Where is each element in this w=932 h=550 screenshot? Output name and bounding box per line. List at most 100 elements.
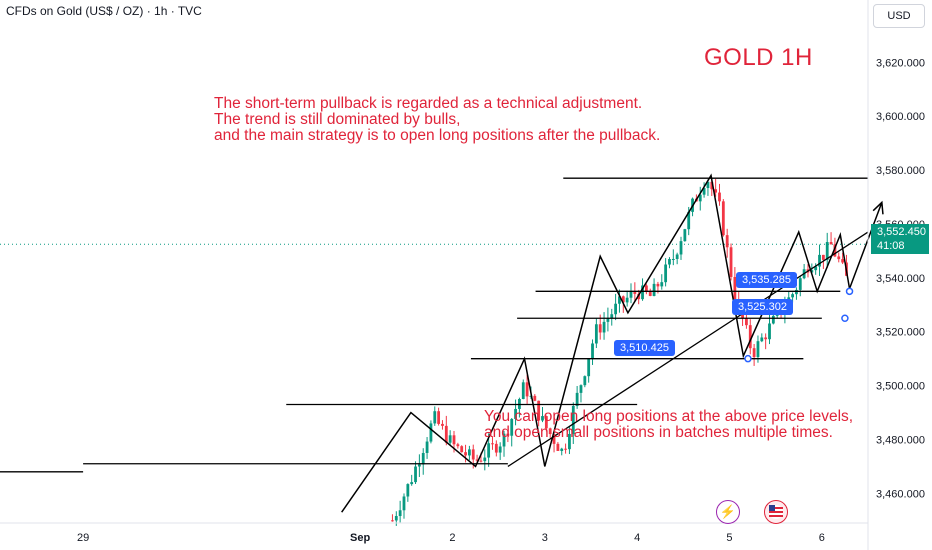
candle-body: [544, 416, 548, 429]
candle-body: [425, 441, 429, 453]
us-flag-icon[interactable]: [764, 500, 788, 524]
candle-body: [398, 510, 402, 517]
candle-body: [745, 318, 748, 326]
candle-body: [660, 282, 664, 287]
candle-body: [764, 337, 768, 340]
candle-body: [679, 241, 683, 255]
candle-body: [471, 449, 475, 460]
candle-body: [594, 324, 598, 344]
candle-body: [798, 278, 802, 290]
symbol-title: CFDs on Gold (US$ / OZ) · 1h · TVC: [6, 4, 202, 18]
projection-arrow: [848, 202, 883, 289]
candle-body: [710, 181, 714, 190]
candle-body: [648, 292, 652, 296]
candle-body: [698, 194, 702, 202]
note-bottom-line: and open small positions in batches mult…: [484, 424, 833, 441]
x-tick-label: 2: [449, 532, 455, 544]
candle-body: [625, 297, 629, 303]
candle-body: [641, 285, 644, 300]
candle-body: [448, 435, 452, 443]
candle-body: [487, 443, 491, 458]
candle-body: [721, 201, 725, 236]
candle-body: [514, 408, 517, 419]
candle-body: [587, 359, 591, 377]
price-tag-3510[interactable]: 3,510.425: [614, 340, 675, 356]
candle-body: [821, 254, 825, 260]
y-tick-label: 3,480.000: [876, 434, 925, 446]
candle-body: [571, 405, 575, 434]
candle-body: [771, 315, 775, 324]
candle-body: [671, 258, 675, 260]
candle-body: [768, 323, 771, 340]
candle-body: [575, 392, 579, 406]
anchor-dot: [744, 354, 752, 363]
candle-body: [467, 449, 471, 456]
candle-body: [618, 296, 621, 304]
candle-body: [633, 291, 637, 294]
candle-body: [479, 460, 483, 462]
candle-body: [583, 376, 587, 386]
wave-path: [341, 173, 851, 513]
candle-body: [533, 395, 537, 401]
candle-body: [548, 428, 552, 435]
candle-body: [460, 446, 464, 453]
candle-body: [610, 314, 614, 319]
candle-body: [837, 256, 841, 260]
candle-body: [502, 433, 506, 447]
candle-body: [733, 276, 737, 300]
note-top-line: The trend is still dominated by bulls,: [214, 111, 461, 128]
candle-body: [652, 283, 656, 296]
candle-body: [491, 443, 494, 445]
candle-body: [668, 259, 671, 265]
candle-body: [579, 385, 583, 393]
candle-body: [556, 443, 560, 451]
candle-body: [833, 244, 837, 257]
x-tick-label: 6: [819, 532, 825, 544]
candle-body: [629, 291, 633, 298]
lightning-icon[interactable]: ⚡: [716, 500, 740, 524]
candle-body: [560, 448, 564, 451]
candle-body: [494, 443, 498, 453]
y-tick-label: 3,460.000: [876, 488, 925, 500]
candle-body: [475, 459, 479, 461]
candle-body: [706, 181, 710, 189]
note-top-line: The short-term pullback is regarded as a…: [214, 95, 643, 112]
price-tag-3525[interactable]: 3,525.302: [732, 299, 793, 315]
candle-body: [564, 448, 567, 450]
candle-body: [760, 337, 764, 342]
price-tag-3535[interactable]: 3,535.285: [736, 272, 797, 288]
candle-body: [602, 321, 606, 333]
candle-body: [829, 242, 833, 245]
candle-body: [525, 382, 529, 397]
candle-body: [591, 343, 594, 360]
candle-body: [452, 435, 456, 445]
candle-body: [598, 324, 602, 333]
y-tick-label: 3,620.000: [876, 57, 925, 69]
candle-body: [417, 464, 421, 467]
candle-body: [656, 283, 660, 287]
note-top: The short-term pullback is regarded as a…: [214, 96, 660, 144]
candle-body: [683, 229, 687, 242]
x-tick-label: 29: [77, 532, 89, 544]
chart-label-gold-1h: GOLD 1H: [704, 44, 813, 71]
candle-body: [510, 418, 514, 436]
candle-body: [818, 254, 821, 267]
candle-body: [394, 516, 398, 521]
y-tick-label: 3,600.000: [876, 111, 925, 123]
candle-body: [441, 423, 444, 426]
candle-body: [464, 452, 467, 456]
candle-body: [729, 247, 733, 277]
candle-body: [702, 188, 706, 195]
note-top-line: and the main strategy is to open long po…: [214, 127, 661, 144]
y-tick-label: 3,500.000: [876, 381, 925, 393]
candle-body: [718, 192, 721, 202]
candle-body: [541, 416, 544, 421]
candle-body: [675, 254, 679, 259]
currency-selector[interactable]: USD: [873, 4, 925, 28]
candle-body: [687, 211, 691, 230]
candle-body: [748, 325, 752, 349]
candle-body: [841, 259, 845, 263]
candle-body: [537, 400, 541, 421]
note-bottom-line: You can open long positions at the above…: [484, 408, 854, 425]
